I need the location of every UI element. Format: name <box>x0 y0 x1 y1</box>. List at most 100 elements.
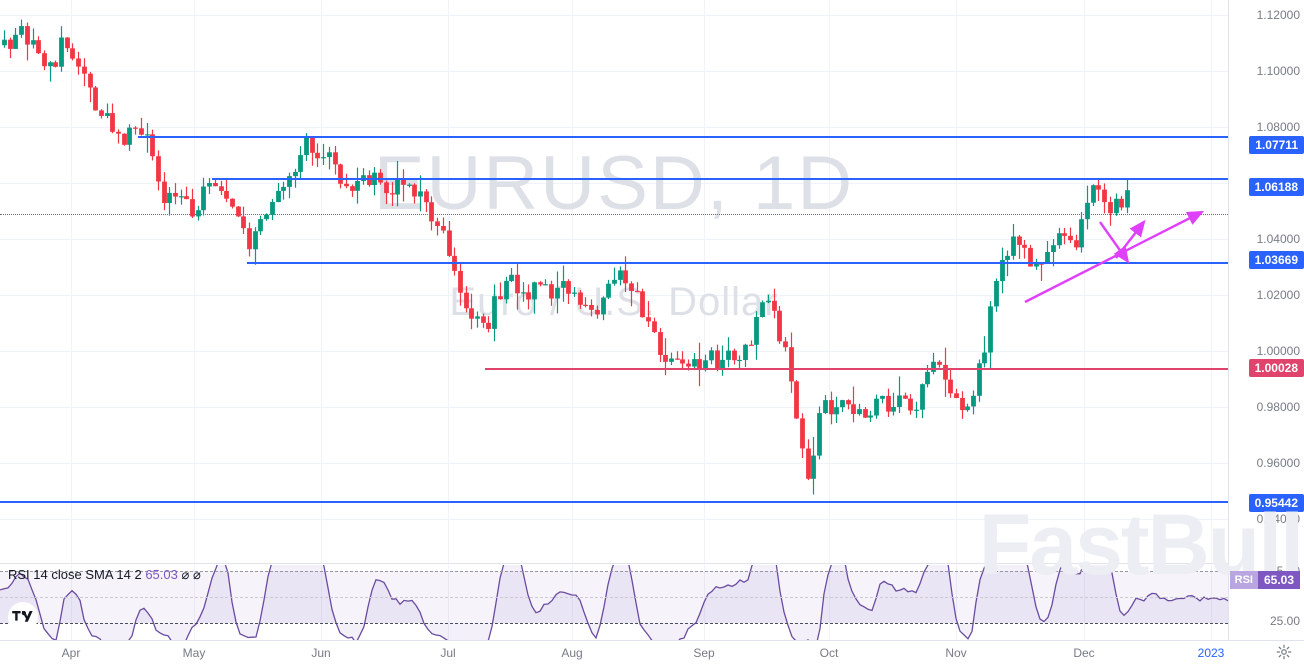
gridline-vertical <box>704 0 705 563</box>
candle-body <box>618 270 623 280</box>
candle-body <box>8 39 13 49</box>
price-axis[interactable]: 1.120001.100001.080001.060001.040001.020… <box>1228 0 1304 640</box>
gear-icon[interactable] <box>1276 644 1292 660</box>
candle-body <box>874 398 879 416</box>
candle-body <box>783 341 788 348</box>
candle-body <box>464 292 469 309</box>
candle-body <box>823 400 828 413</box>
candle-body <box>675 358 680 360</box>
level-line-1-07711[interactable] <box>138 136 1228 138</box>
candle-body <box>304 137 309 156</box>
candle-body <box>1005 255 1010 260</box>
gridline <box>0 351 1228 352</box>
uptrend-arrow[interactable] <box>1024 210 1205 304</box>
candle-body <box>42 53 47 67</box>
price-pane[interactable]: EURUSD, 1D Euro / U.S. Dollar <box>0 0 1228 563</box>
price-level-badge[interactable]: 0.95442 <box>1248 494 1304 512</box>
candle-body <box>846 400 851 405</box>
candle-body <box>105 113 110 116</box>
price-level-badge[interactable]: 1.06188 <box>1248 178 1304 196</box>
rsi-value-badge[interactable]: RSI 65.03 <box>1229 571 1300 589</box>
level-line-1-06188[interactable] <box>212 178 1228 180</box>
candle-body <box>521 292 526 294</box>
candle-body <box>127 127 132 145</box>
level-line-0-95442[interactable] <box>0 501 1228 503</box>
candle-body <box>350 186 355 191</box>
rsi-legend-null-2: ⌀ <box>192 567 201 582</box>
candle-body <box>737 359 742 362</box>
candle-body <box>1028 247 1033 267</box>
candle-body <box>1125 190 1130 208</box>
rsi-legend-name: RSI 14 close SMA 14 2 <box>8 567 142 582</box>
level-line-1-00028[interactable] <box>485 368 1228 370</box>
candle-body <box>48 62 53 67</box>
candle-body <box>623 270 628 284</box>
candle-body <box>646 317 651 322</box>
gridline-vertical <box>448 565 449 640</box>
candle-body <box>264 214 269 220</box>
rsi-pane[interactable]: RSI 14 close SMA 14 2 65.03 ⌀ ⌀ <box>0 565 1228 640</box>
candle-body <box>36 40 41 54</box>
gridline <box>0 519 1228 520</box>
candle-body <box>213 183 218 187</box>
gridline-vertical <box>956 565 957 640</box>
candle-body <box>658 332 663 355</box>
candle-body <box>1119 198 1124 208</box>
trend-line-drawings[interactable] <box>0 0 1228 563</box>
candle-body <box>93 87 98 111</box>
candle-body <box>880 395 885 399</box>
candle-body <box>601 297 606 315</box>
price-level-badge[interactable]: 1.07711 <box>1249 136 1304 154</box>
candle-body <box>629 283 634 291</box>
candle-body <box>555 287 560 299</box>
time-axis-tick: Sep <box>693 646 715 660</box>
candle-body <box>925 371 930 385</box>
candle-body <box>572 292 577 294</box>
pane-separator[interactable] <box>0 563 1304 564</box>
up-arrow[interactable] <box>1115 219 1146 259</box>
candle-body <box>583 304 588 306</box>
candle-body <box>663 355 668 362</box>
candle-body <box>1096 185 1101 190</box>
candle-body <box>150 134 155 157</box>
candle-body <box>589 305 594 310</box>
candle-body <box>253 231 258 250</box>
tradingview-logo-icon[interactable] <box>8 602 38 632</box>
rsi-middle-line <box>0 597 1228 598</box>
time-axis[interactable]: Apr May Jun Jul Aug Sep Oct Nov Dec 2023 <box>0 640 1304 665</box>
candle-body <box>937 361 942 365</box>
gridline-vertical <box>321 565 322 640</box>
level-line-1-03669[interactable] <box>247 262 1228 264</box>
gridline-vertical <box>71 0 72 563</box>
candle-body <box>384 182 389 194</box>
price-axis-tick: 1.12000 <box>1256 8 1300 22</box>
rsi-legend[interactable]: RSI 14 close SMA 14 2 65.03 ⌀ ⌀ <box>8 567 201 583</box>
candle-body <box>943 364 948 380</box>
candle-body <box>1051 245 1056 252</box>
down-arrow[interactable] <box>1099 221 1130 264</box>
gridline-vertical <box>71 565 72 640</box>
candle-body <box>794 381 799 419</box>
candle-body <box>327 152 332 158</box>
candle-body <box>971 395 976 407</box>
candle-body <box>669 358 674 362</box>
candle-body <box>886 395 891 412</box>
candle-body <box>310 137 315 153</box>
gridline-vertical <box>829 0 830 563</box>
price-level-badge[interactable]: 1.00028 <box>1248 359 1304 377</box>
candle-body <box>1068 235 1073 241</box>
candle-body <box>532 282 537 300</box>
candle-body <box>70 48 75 59</box>
candle-body <box>960 398 965 411</box>
candle-body <box>1091 185 1096 203</box>
candle-body <box>276 190 281 202</box>
candle-body <box>481 316 486 323</box>
time-axis-tick: May <box>182 646 206 660</box>
candle-body <box>88 73 93 88</box>
candle-body <box>578 292 583 305</box>
candle-body <box>196 210 201 217</box>
candle-body <box>412 184 417 197</box>
candle-body <box>435 221 440 226</box>
price-level-badge[interactable]: 1.03669 <box>1248 251 1304 269</box>
